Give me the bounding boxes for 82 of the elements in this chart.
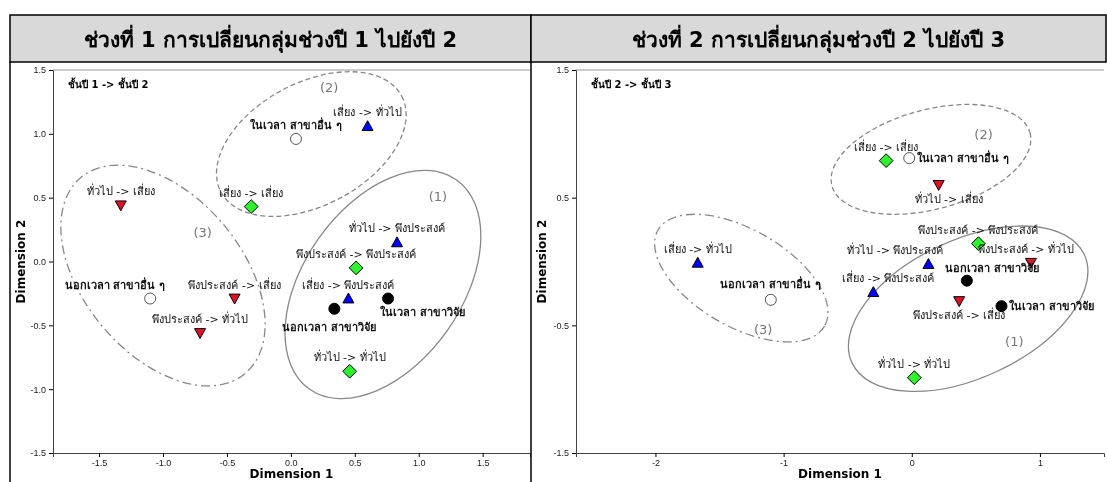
x-tick-label: 1.5 [476, 458, 490, 469]
annotation: นอกเวลา สาขาอื่น ๆ [720, 275, 822, 291]
annotation: (2) [974, 126, 993, 142]
annotation: ในเวลา สาขาวิจัย [380, 304, 465, 319]
annotation: (1) [1005, 333, 1024, 349]
x-tick-label: -0.5 [219, 458, 236, 469]
chart-title: ช่วงที่ 1 การเปลี่ยนกลุ่มช่วงปี 1 ไปยังปี 2 [83, 24, 458, 54]
point [342, 363, 358, 379]
y-tick-label: -0.5 [30, 320, 46, 331]
annotation: พึงประสงค์ -> ทั่วไป [151, 310, 249, 326]
annotation: พึงประสงค์ -> เสี่ยง [913, 307, 1006, 323]
x-tick-label: 1 [1037, 458, 1043, 469]
annotation: พึงประสงค์ -> เสี่ยง [188, 276, 281, 292]
point [867, 286, 880, 298]
y-tick-label: -1.0 [30, 384, 46, 395]
x-tick-label: -1.0 [155, 458, 172, 469]
annotation: พึงประสงค์ -> พึงประสงค์ [918, 223, 1039, 237]
point [391, 236, 403, 248]
y-tick-label: 0.0 [33, 256, 46, 267]
annotation: เสี่ยง -> พึงประสงค์ [302, 276, 395, 292]
annotation: ในเวลา สาขาวิจัย [1009, 299, 1095, 314]
annotation: ในเวลา สาขาอื่น ๆ [917, 150, 1009, 166]
point [878, 153, 894, 169]
point [194, 328, 207, 339]
point [691, 256, 704, 268]
point [382, 292, 395, 305]
point [328, 302, 341, 315]
annotation: ทั่วไป -> พึงประสงค์ [847, 242, 944, 258]
y-axis-title: Dimension 2 [535, 219, 549, 304]
annotation: ทั่วไป -> พึงประสงค์ [348, 220, 446, 236]
point [144, 292, 157, 305]
text: ชั้นปี 1 -> ชั้นปี 2 [68, 77, 149, 90]
annotation: เสี่ยง -> พึงประสงค์ [842, 270, 935, 286]
annotation: ทั่วไป -> ทั่วไป [878, 355, 951, 371]
y-tick-label: 1.0 [33, 129, 46, 140]
point [960, 274, 973, 287]
y-tick-label: 1.5 [556, 65, 569, 76]
point [953, 296, 966, 308]
y-tick-label: 1.5 [33, 65, 46, 76]
y-tick-label: 0.5 [556, 193, 569, 204]
y-tick-label: -1.5 [553, 448, 569, 459]
x-tick-label: -1 [780, 458, 789, 469]
x-tick-label: 0.0 [285, 458, 298, 469]
chart-title: ช่วงที่ 2 การเปลี่ยนกลุ่มช่วงปี 2 ไปยังปี 3 [631, 24, 1006, 54]
annotation: ทั่วไป -> เสี่ยง [914, 190, 983, 206]
point [289, 132, 302, 145]
x-tick-label: 1.0 [412, 458, 426, 469]
y-tick-label: -1.5 [30, 448, 46, 459]
annotation: (3) [753, 322, 773, 338]
x-tick-label: 0 [909, 458, 915, 469]
x-axis-title: Dimension 1 [249, 467, 334, 481]
y-axis-title: Dimension 2 [14, 219, 28, 304]
annotation: เสี่ยง -> เสี่ยง [219, 184, 284, 200]
x-axis-title: Dimension 1 [798, 467, 882, 481]
point [243, 199, 259, 214]
point [922, 258, 935, 269]
x-tick-label: -2 [651, 458, 660, 469]
annotation: ทั่วไป -> เสี่ยง [86, 183, 155, 199]
y-tick-label: 0.5 [33, 193, 46, 204]
x-tick-label: -1.5 [91, 458, 108, 469]
point [903, 152, 916, 165]
annotation: เสี่ยง -> ทั่วไป [663, 240, 732, 256]
annotation: นอกเวลา สาขาวิจัย [282, 320, 377, 334]
annotation: พึงประสงค์ -> ทั่วไป [977, 240, 1075, 256]
x-tick-label: 0.5 [349, 458, 362, 469]
point [361, 120, 374, 132]
annotation: ทั่วไป -> ทั่วไป [313, 349, 386, 365]
annotation: (2) [320, 79, 339, 95]
point [932, 180, 945, 191]
point [906, 370, 922, 386]
annotation: พึงประสงค์ -> พึงประสงค์ [295, 247, 417, 261]
point [114, 200, 127, 212]
point [228, 293, 241, 305]
point [348, 260, 364, 276]
annotation: นอกเวลา สาขาอื่น ๆ [64, 276, 166, 292]
point [764, 293, 777, 306]
annotation: (1) [428, 189, 448, 205]
annotation: (3) [193, 225, 212, 241]
y-tick-label: -0.5 [553, 320, 569, 331]
annotation: นอกเวลา สาขาวิจัย [944, 261, 1039, 275]
text: ชั้นปี 2 -> ชั้นปี 3 [591, 77, 672, 90]
point [342, 292, 355, 304]
